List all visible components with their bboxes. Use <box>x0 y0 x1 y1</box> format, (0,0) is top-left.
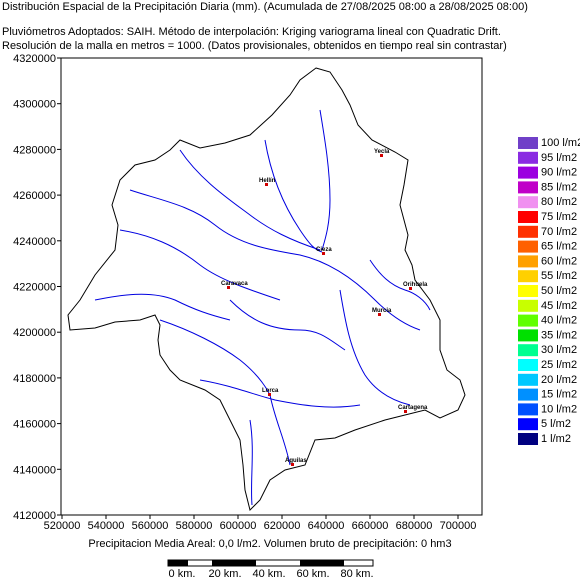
title: Distribución Espacial de la Precipitació… <box>2 1 528 13</box>
x-tick-label: 600000 <box>220 520 257 532</box>
scale-label: 0 km. <box>169 568 196 580</box>
legend-swatch <box>518 373 538 386</box>
city-label: Hellín <box>259 178 276 184</box>
legend-label: 65 l/m2 <box>541 241 577 253</box>
city-label: Yecla <box>374 149 390 155</box>
city-label: Águilas <box>285 457 307 464</box>
y-tick-label: 4280000 <box>13 144 56 156</box>
y-tick-label: 4120000 <box>13 510 56 522</box>
legend-label: 55 l/m2 <box>541 270 577 282</box>
legend-label: 45 l/m2 <box>541 300 577 312</box>
city-marker <box>409 287 412 290</box>
legend-label: 5 l/m2 <box>541 418 571 430</box>
city-marker <box>380 154 383 157</box>
legend-label: 25 l/m2 <box>541 359 577 371</box>
legend-label: 50 l/m2 <box>541 285 577 297</box>
subtitle: Resolución de la malla en metros = 1000.… <box>2 40 507 52</box>
legend-label: 85 l/m2 <box>541 181 577 193</box>
legend-label: 1 l/m2 <box>541 433 571 445</box>
x-tick-label: 540000 <box>88 520 125 532</box>
city-label: Cartagena <box>398 405 428 411</box>
city-marker <box>378 313 381 316</box>
city-marker <box>404 410 407 413</box>
legend-swatch <box>518 433 538 445</box>
footer: Precipitacion Media Areal: 0,0 l/m2. Vol… <box>88 538 451 550</box>
legend-label: 10 l/m2 <box>541 403 577 415</box>
legend-label: 70 l/m2 <box>541 226 577 238</box>
city-marker <box>227 286 230 289</box>
city-marker <box>265 183 268 186</box>
scale-bar <box>167 559 374 567</box>
y-tick-label: 4220000 <box>13 282 56 294</box>
legend-label: 15 l/m2 <box>541 389 577 401</box>
legend-label: 35 l/m2 <box>541 329 577 341</box>
x-tick-label: 520000 <box>44 520 81 532</box>
scale-bar-segment <box>212 560 256 566</box>
x-tick-label: 640000 <box>308 520 345 532</box>
legend-label: 60 l/m2 <box>541 255 577 267</box>
legend-swatch <box>518 285 538 297</box>
city-label: Murcia <box>372 308 392 314</box>
city-marker <box>268 393 271 396</box>
city-label: Cieza <box>316 247 332 253</box>
rivers <box>94 109 431 506</box>
legend-swatch <box>518 166 538 179</box>
city-marker <box>322 252 325 255</box>
cities: Yecla Hellín Cieza Caravaca Orihuela Mur… <box>221 149 428 464</box>
legend-label: 100 l/m2 <box>541 137 580 149</box>
legend-swatch <box>518 137 538 149</box>
legend-label: 30 l/m2 <box>541 344 577 356</box>
legend-label: 90 l/m2 <box>541 167 577 179</box>
scale-bar-segment <box>168 560 188 566</box>
x-tick-label: 660000 <box>352 520 389 532</box>
legend-swatch <box>518 329 538 342</box>
city-label: Orihuela <box>403 282 428 288</box>
city-marker <box>291 463 294 466</box>
x-tick-label: 560000 <box>132 520 169 532</box>
legend-swatch <box>518 255 538 268</box>
legend-swatch <box>518 388 538 401</box>
y-tick-label: 4320000 <box>13 53 56 65</box>
x-tick-label: 620000 <box>264 520 301 532</box>
y-tick-label: 4260000 <box>13 190 56 202</box>
x-tick-label: 580000 <box>176 520 213 532</box>
y-tick-label: 4200000 <box>13 327 56 339</box>
legend-label: 40 l/m2 <box>541 315 577 327</box>
legend-swatch <box>518 181 538 194</box>
y-tick-label: 4160000 <box>13 419 56 431</box>
y-tick-label: 4140000 <box>13 464 56 476</box>
scale-bar-segment <box>300 560 344 566</box>
legend-swatch <box>518 225 538 238</box>
legend-label: 80 l/m2 <box>541 196 577 208</box>
scale-label: 60 km. <box>296 568 329 580</box>
scale-label: 20 km. <box>208 568 241 580</box>
basin-outline <box>67 67 466 511</box>
legend-label: 75 l/m2 <box>541 211 577 223</box>
x-tick-label: 680000 <box>396 520 433 532</box>
scale-label: 80 km. <box>340 568 373 580</box>
legend-swatch <box>518 299 538 312</box>
legend-swatch <box>518 270 538 283</box>
legend-swatch <box>518 344 538 357</box>
legend-swatch <box>518 240 538 253</box>
x-tick-label: 700000 <box>440 520 477 532</box>
legend-swatch <box>518 418 538 431</box>
y-tick-label: 4240000 <box>13 236 56 248</box>
legend-swatch <box>518 359 538 371</box>
legend-swatch <box>518 151 538 164</box>
legend-label: 20 l/m2 <box>541 374 577 386</box>
legend-label: 95 l/m2 <box>541 152 577 164</box>
y-tick-label: 4180000 <box>13 373 56 385</box>
legend-swatch <box>518 314 538 327</box>
legend-swatch <box>518 211 538 223</box>
y-tick-label: 4300000 <box>13 99 56 111</box>
legend-swatch <box>518 196 538 209</box>
legend-swatch <box>518 403 538 416</box>
subtitle: Pluviómetros Adoptados: SAIH. Método de … <box>2 26 501 38</box>
scale-label: 40 km. <box>252 568 285 580</box>
city-label: Caravaca <box>221 281 248 287</box>
city-label: Lorca <box>262 388 279 394</box>
